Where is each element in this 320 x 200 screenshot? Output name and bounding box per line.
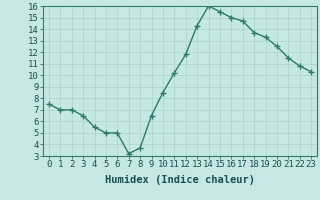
- X-axis label: Humidex (Indice chaleur): Humidex (Indice chaleur): [105, 175, 255, 185]
